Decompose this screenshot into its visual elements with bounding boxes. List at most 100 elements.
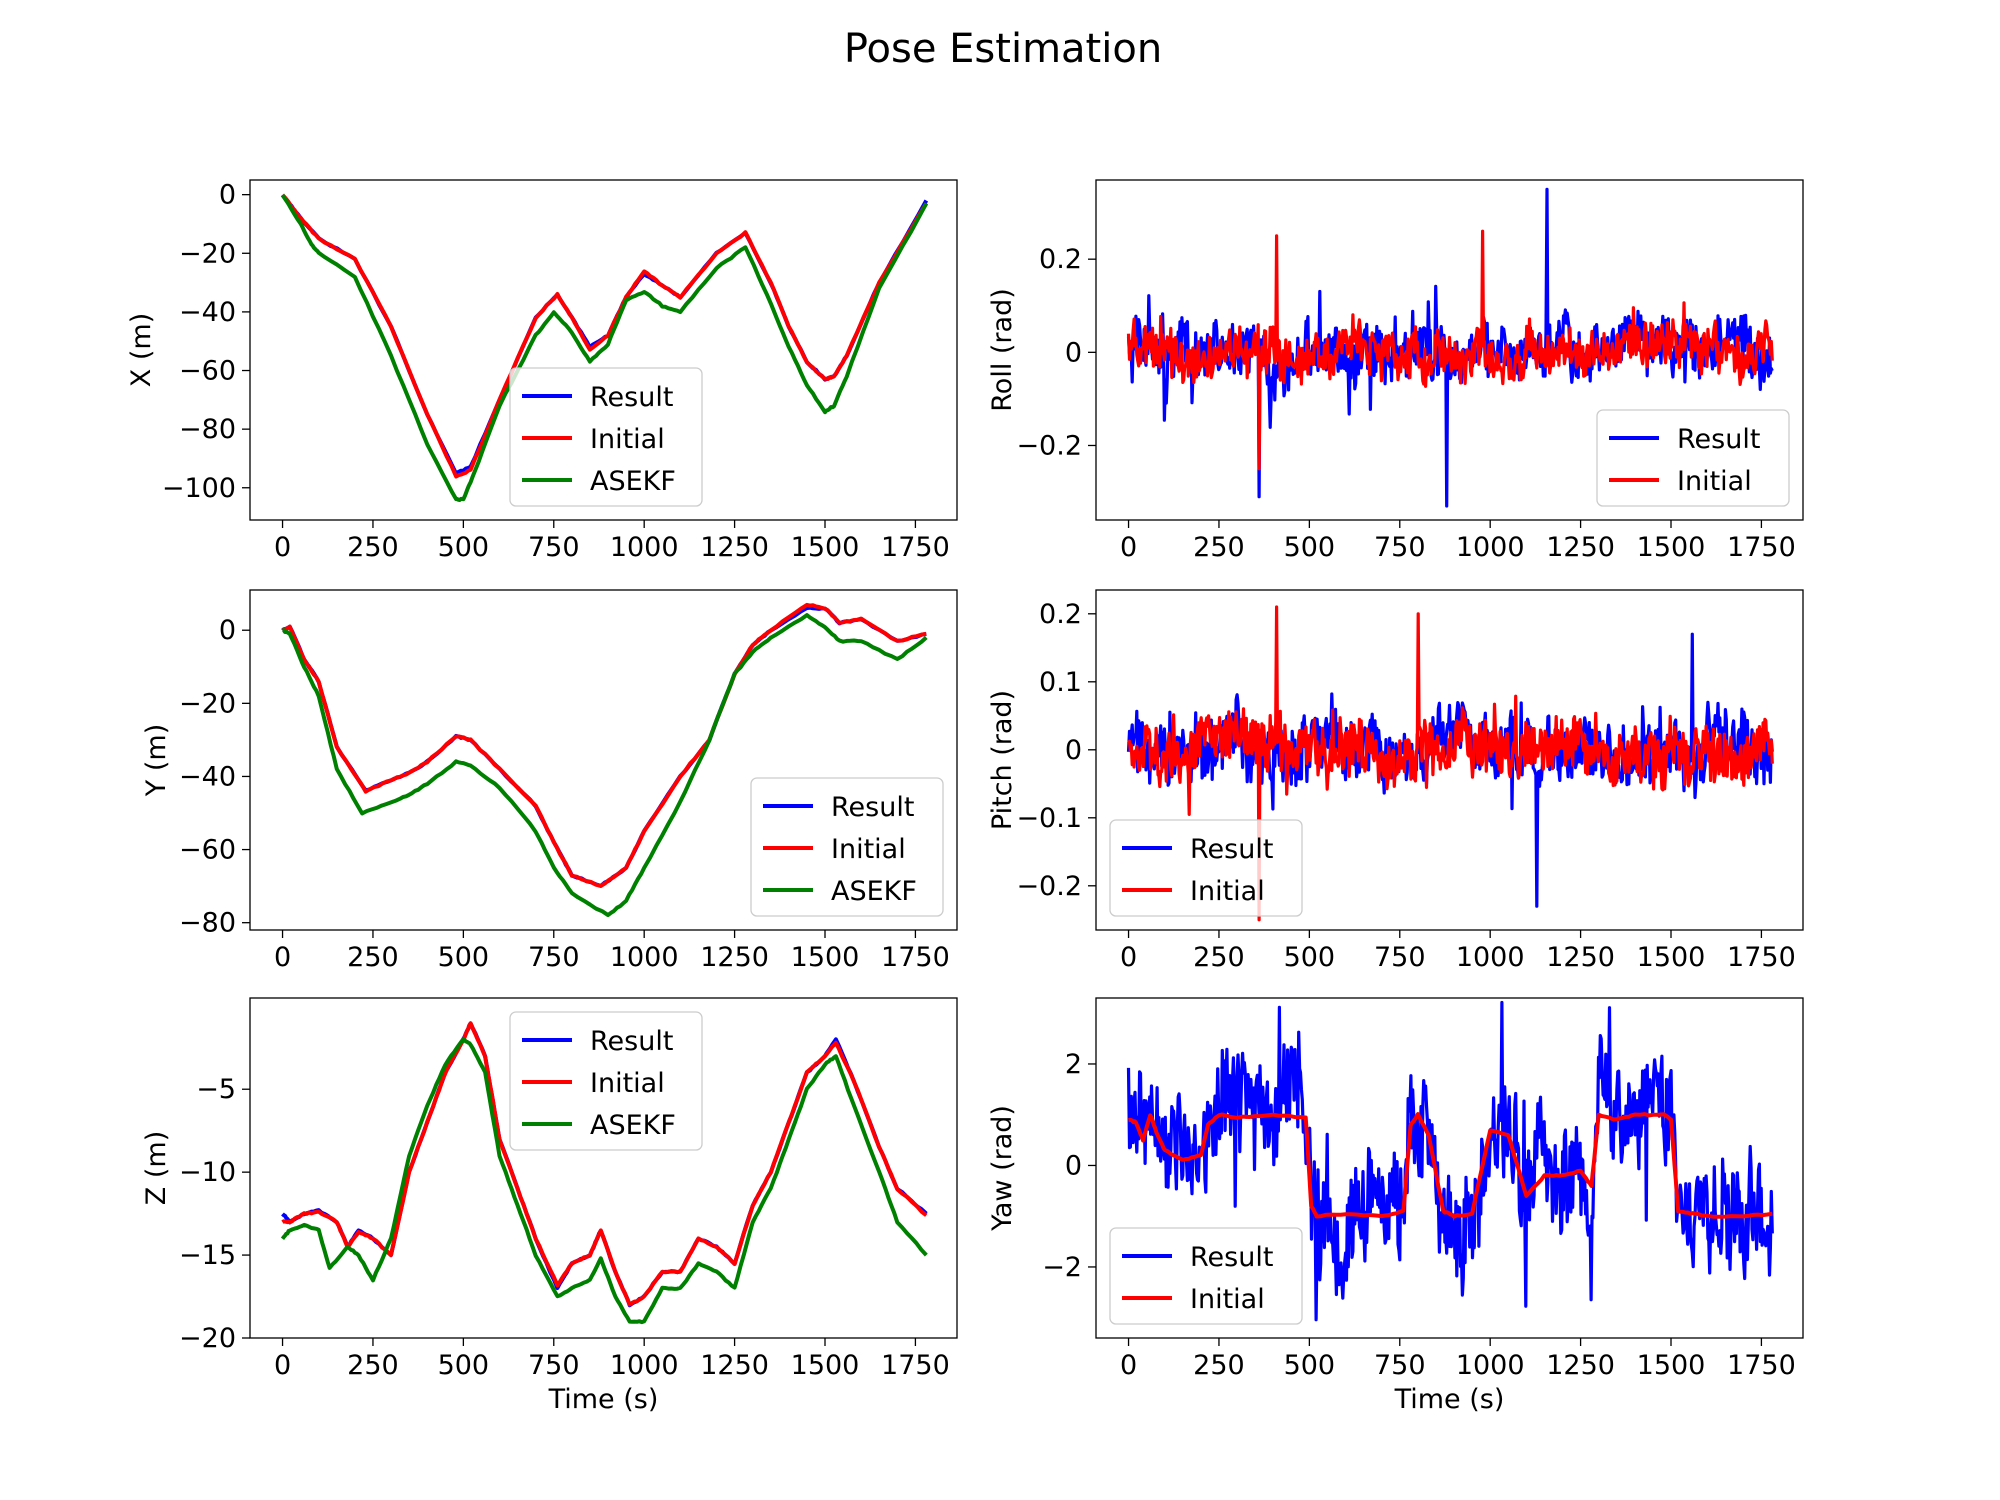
legend-label-result: Result — [1677, 424, 1760, 455]
axes-frame-x — [249, 179, 958, 521]
series-line-asekf-x — [280, 193, 929, 502]
plot-area-x — [280, 193, 929, 502]
y-tick-label: −2 — [1042, 1252, 1082, 1283]
legend-label-result: Result — [831, 792, 914, 823]
y-tick-label: −5 — [196, 1074, 236, 1105]
series-line-initial-y — [281, 602, 927, 888]
y-tick-label: −0.1 — [1016, 803, 1082, 834]
x-tick-label: 1750 — [881, 532, 950, 563]
x-tick-label: 1000 — [1456, 532, 1525, 563]
legend-label-initial: Initial — [590, 424, 665, 455]
x-tick-label: 1250 — [1546, 942, 1615, 973]
legend-y: Result Initial ASEKF — [750, 777, 944, 917]
y-tick-label: −20 — [179, 238, 236, 269]
axes-frame-y — [249, 589, 958, 931]
x-tick-label: 1000 — [610, 1350, 679, 1381]
subplot-z: 0 250 500 750 1000 1250 1500 1750 −5 −10 −15 −20 Z (… — [141, 997, 958, 1415]
legend-x: Result Initial ASEKF — [509, 367, 703, 507]
legend-box — [509, 367, 703, 507]
plot-area-roll — [1126, 187, 1774, 508]
x-tick-label: 1250 — [700, 942, 769, 973]
series-line-initial-pitch — [1127, 605, 1774, 922]
subplot-yaw: 0 250 500 750 1000 1250 1500 1750 2 0 −2 Yaw (rad) T… — [987, 997, 1804, 1415]
x-tick-label: 1500 — [1637, 532, 1706, 563]
x-tick-label: 1250 — [700, 1350, 769, 1381]
y-tick-label: −100 — [162, 473, 236, 504]
legend-label-initial: Initial — [831, 834, 906, 865]
plot-area-yaw — [1126, 1000, 1774, 1322]
legend-pitch: Result Initial — [1109, 819, 1303, 917]
x-tick-label: 250 — [347, 942, 399, 973]
y-tick-label: 0 — [1065, 1150, 1082, 1181]
x-tick-label: 1750 — [1727, 1350, 1796, 1381]
x-tick-label: 1000 — [1456, 1350, 1525, 1381]
subplot-roll: 0 250 500 750 1000 1250 1500 1750 0.2 0 −0.2 Roll (… — [987, 179, 1804, 563]
x-tick-label: 1750 — [1727, 942, 1796, 973]
x-tick-label: 1250 — [1546, 532, 1615, 563]
y-tick-label: 0.1 — [1039, 667, 1082, 698]
y-tick-label: −0.2 — [1016, 430, 1082, 461]
y-axis-label-x: X (m) — [126, 313, 157, 387]
x-tick-label: 1500 — [1637, 1350, 1706, 1381]
x-tick-label: 1500 — [791, 1350, 860, 1381]
y-tick-label: −15 — [179, 1240, 236, 1271]
y-tick-label: 0.2 — [1039, 244, 1082, 275]
series-line-initial-z — [281, 1021, 928, 1307]
y-tick-label: −60 — [179, 835, 236, 866]
x-tick-label: 1750 — [881, 1350, 950, 1381]
y-tick-label: −80 — [179, 908, 236, 939]
legend-label-initial: Initial — [590, 1068, 665, 1099]
y-tick-label: 2 — [1065, 1049, 1082, 1080]
x-tick-label: 250 — [347, 1350, 399, 1381]
y-tick-label: −40 — [179, 297, 236, 328]
subplot-grid: 0 250 500 750 1000 1250 1500 17500−20−40−60−80−… — [126, 179, 1804, 1415]
legend-label-initial: Initial — [1190, 876, 1265, 907]
legend-label-result: Result — [1190, 834, 1273, 865]
x-tick-label: 1500 — [1637, 942, 1706, 973]
legend-yaw: Result Initial — [1109, 1227, 1303, 1325]
y-tick-label: −80 — [179, 414, 236, 445]
x-tick-label: 750 — [528, 1350, 580, 1381]
series-line-asekf-z — [280, 1037, 928, 1325]
x-tick-label: 500 — [438, 942, 490, 973]
x-tick-label: 750 — [1374, 942, 1426, 973]
y-tick-label: 0 — [219, 180, 236, 211]
axes-frame-roll — [1095, 179, 1804, 521]
x-tick-label: 1750 — [881, 942, 950, 973]
figure-title: Pose Estimation — [844, 26, 1162, 72]
x-tick-label: 0 — [274, 1350, 291, 1381]
subplot-y: 0 250 500 750 1000 1250 1500 1750 0 −20 −40 −60 −80 Y… — [141, 589, 958, 973]
y-tick-label: −20 — [179, 1323, 236, 1354]
legend-label-result: Result — [1190, 1242, 1273, 1273]
x-tick-label: 500 — [1284, 942, 1336, 973]
y-axis-label-roll: Roll (rad) — [987, 288, 1018, 412]
y-tick-label: 0.2 — [1039, 599, 1082, 630]
y-tick-label: 0 — [1065, 735, 1082, 766]
plot-area-pitch — [1126, 605, 1774, 922]
y-tick-label: −0.2 — [1016, 871, 1082, 902]
x-tick-label: 1250 — [700, 532, 769, 563]
legend-label-result: Result — [590, 382, 673, 413]
x-tick-label: 500 — [438, 532, 490, 563]
x-tick-label: 0 — [1120, 532, 1137, 563]
y-axis-label-pitch: Pitch (rad) — [987, 690, 1018, 830]
x-tick-label: 750 — [528, 942, 580, 973]
subplot-pitch: 0 250 500 750 1000 1250 1500 1750 0.2 0.1 0 −0.1 −0.… — [987, 589, 1804, 973]
x-tick-label: 1250 — [1546, 1350, 1615, 1381]
y-axis-label-z: Z (m) — [141, 1131, 172, 1205]
series-line-result-yaw — [1126, 1000, 1774, 1322]
x-tick-label: 1500 — [791, 942, 860, 973]
x-tick-label: 0 — [1120, 1350, 1137, 1381]
series-line-initial-x — [281, 193, 929, 479]
x-tick-label: 250 — [1193, 532, 1245, 563]
x-tick-label: 1000 — [610, 942, 679, 973]
legend-box — [750, 777, 944, 917]
x-axis-label-yaw: Time (s) — [1394, 1384, 1505, 1415]
y-tick-label: −20 — [179, 688, 236, 719]
x-tick-label: 250 — [1193, 1350, 1245, 1381]
series-line-initial-yaw — [1127, 1112, 1773, 1219]
y-tick-label: 0 — [219, 615, 236, 646]
x-tick-label: 0 — [274, 532, 291, 563]
series-line-asekf-y — [281, 613, 928, 918]
legend-box — [509, 1011, 703, 1151]
